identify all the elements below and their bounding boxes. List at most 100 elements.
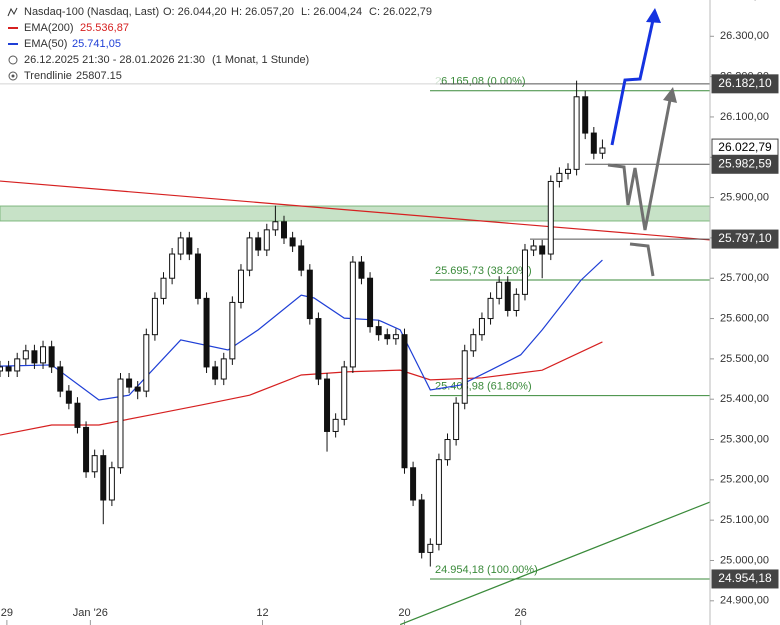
candle-body [126, 378, 133, 388]
candle-body [521, 249, 528, 295]
candle-body [349, 261, 356, 368]
candle-body [478, 318, 485, 336]
y-tick-label: 25.000,00 [720, 554, 769, 566]
candle-body [444, 439, 451, 461]
arrow-gray [607, 99, 672, 231]
candle-body [169, 253, 176, 279]
x-tick-label: 29 [1, 607, 13, 619]
price-label: 26.022,79 [718, 140, 772, 154]
fib-label: 25.408,98 (61.80%) [435, 380, 532, 392]
candle-body [263, 229, 270, 251]
candle-body [203, 297, 210, 368]
scenario-arrows [607, 8, 677, 277]
candle-body [117, 378, 124, 469]
x-tick-label: 26 [515, 607, 527, 619]
candle-body [573, 96, 580, 170]
candle-body [40, 346, 47, 364]
ema-line [0, 259, 603, 401]
legend-label: EMA(50) [24, 38, 67, 50]
candle-body [324, 378, 331, 432]
candle-body [435, 459, 442, 545]
ohlc: H: 26.057,20 [231, 6, 294, 18]
candle-body [22, 350, 29, 360]
legend-value: 25.741,05 [72, 38, 121, 50]
candle-body [496, 281, 503, 299]
legend: Nasdaq-100 (Nasdaq, Last) O: 26.044,20 H… [0, 0, 440, 88]
y-tick-label: 26.400,00 [720, 0, 769, 2]
candle-body [160, 277, 167, 299]
y-tick-label: 25.500,00 [720, 353, 769, 365]
candle-body [384, 334, 391, 340]
candle-body [237, 269, 244, 303]
candle-body [151, 297, 158, 336]
candle-body [341, 366, 348, 420]
candle-body [108, 467, 115, 501]
range: 26.12.2025 21:30 - 28.01.2026 21:30 [24, 54, 205, 66]
trendline [399, 501, 711, 625]
candle-body [31, 350, 38, 364]
candle-body [91, 455, 98, 473]
arrow-blue [610, 19, 655, 146]
y-tick-label: 24.900,00 [720, 595, 769, 607]
candle-body [5, 366, 12, 372]
candle-body [392, 334, 399, 340]
candle-body [306, 269, 313, 320]
x-tick-label: 12 [256, 607, 268, 619]
candle-body [246, 237, 253, 271]
candle-body [539, 245, 546, 255]
candle-body [14, 358, 21, 372]
candle-body [315, 318, 322, 380]
ohlc: L: 26.004,24 [301, 6, 362, 18]
price-box [711, 569, 779, 589]
candle-body [401, 334, 408, 469]
fib-label: 24.954,18 (100.00%) [435, 564, 538, 576]
candle-body [281, 221, 287, 239]
candle-body [556, 172, 563, 182]
candle-body [487, 297, 494, 320]
icon [7, 7, 18, 17]
candle-body [65, 390, 72, 404]
candle-body [143, 334, 150, 392]
legend-value: 25.536,87 [80, 22, 129, 34]
price-box [711, 74, 779, 94]
candle-body [367, 277, 374, 328]
candle-body [332, 418, 339, 432]
candle-body [220, 358, 227, 380]
x-tick-label: Jan '26 [73, 607, 108, 619]
price-box [711, 229, 779, 249]
trendline [0, 180, 711, 241]
fib-label: 26.165,08 (0.00%) [435, 76, 526, 88]
y-tick-label: 25.300,00 [720, 433, 769, 445]
candle-body [530, 245, 537, 251]
y-tick-label: 25.900,00 [720, 191, 769, 203]
price-box [711, 154, 779, 174]
icon [11, 74, 15, 78]
candle-body [83, 426, 90, 473]
fib-label: 25.695,73 (38.20%) [435, 265, 532, 277]
y-tick-label: 26.100,00 [720, 111, 769, 123]
candle-body [453, 402, 460, 441]
candle-body [410, 467, 417, 501]
price-label: 25.982,59 [718, 156, 772, 170]
legend-label: EMA(200) [24, 22, 74, 34]
candle-body [418, 499, 425, 553]
legend-label: Trendlinie [24, 70, 72, 82]
candle-body [565, 168, 571, 174]
candle-body [358, 261, 365, 279]
candle-body [48, 346, 55, 368]
y-tick-label: 25.600,00 [720, 312, 769, 324]
y-tick-label: 25.100,00 [720, 514, 769, 526]
candle-body [212, 366, 219, 380]
candle-body [100, 455, 107, 501]
candle-body [375, 326, 382, 336]
price-label: 26.182,10 [718, 76, 772, 90]
y-axis: 24.900,00 25.000,00 25.100,00 25.200,00 25.3… [710, 0, 779, 607]
candle-body [590, 132, 597, 154]
arrow-head [663, 87, 677, 103]
price-label: 25.797,10 [718, 231, 772, 245]
candle-body [74, 402, 81, 428]
ohlc: O: 26.044,20 [163, 6, 227, 18]
candle-body [194, 253, 201, 299]
ema-line [0, 341, 603, 436]
